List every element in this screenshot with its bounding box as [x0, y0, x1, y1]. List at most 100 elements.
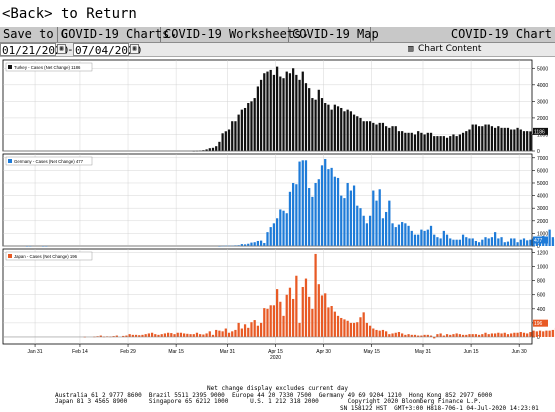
bar — [449, 136, 451, 151]
chart-content-icon[interactable]: ▥ — [408, 44, 413, 55]
bar — [504, 333, 506, 337]
bar — [366, 223, 368, 246]
bar — [305, 279, 307, 337]
bar — [183, 333, 185, 337]
bar — [507, 242, 509, 246]
y-tick-label: 5000 — [537, 181, 548, 187]
bar — [494, 128, 496, 151]
bar — [481, 240, 483, 246]
bar — [337, 178, 339, 246]
bar — [449, 335, 451, 337]
menu-bar: Save to G COVID-19 Charts▾ COVID-19 Work… — [0, 27, 555, 43]
y-tick-label: 5000 — [537, 66, 548, 72]
bar — [395, 333, 397, 337]
bar — [404, 223, 406, 246]
end-date-input[interactable]: 07/04/2020 — [73, 43, 129, 56]
bar — [263, 243, 265, 246]
bar — [270, 305, 272, 337]
bar — [186, 334, 188, 337]
bar — [385, 212, 387, 246]
bar — [279, 302, 281, 337]
x-tick-label: May 15 — [363, 349, 380, 355]
calendar-icon[interactable]: ▦ — [57, 44, 66, 54]
bar — [407, 133, 409, 151]
bar — [440, 238, 442, 246]
bar — [257, 86, 259, 151]
bar — [141, 335, 143, 337]
bar — [423, 335, 425, 337]
bar — [411, 335, 413, 337]
bar — [289, 288, 291, 337]
bar — [343, 198, 345, 246]
bar — [510, 238, 512, 246]
bar — [279, 209, 281, 246]
y-tick-label: 4000 — [537, 83, 548, 89]
last-value-label: 477 — [534, 238, 543, 244]
bar — [401, 222, 403, 246]
bar — [314, 100, 316, 151]
bar — [462, 133, 464, 151]
bar — [363, 216, 365, 246]
bar — [247, 328, 249, 337]
bar — [209, 331, 211, 337]
bar — [356, 206, 358, 246]
bar — [334, 312, 336, 337]
covid-worksheets-menu[interactable]: COVID-19 Worksheets▾ — [161, 27, 289, 42]
bar — [324, 293, 326, 337]
last-value-label: 1186 — [534, 129, 545, 135]
bar — [382, 218, 384, 246]
bar — [459, 134, 461, 151]
bar — [295, 75, 297, 151]
bar — [289, 73, 291, 151]
bar — [334, 105, 336, 151]
bar — [433, 136, 435, 151]
bar — [324, 159, 326, 246]
bar — [513, 238, 515, 246]
bar — [321, 165, 323, 246]
bar — [520, 240, 522, 246]
bar — [475, 125, 477, 151]
bar — [491, 126, 493, 151]
bar — [270, 70, 272, 151]
bar — [225, 131, 227, 151]
bar — [369, 216, 371, 246]
bar — [318, 284, 320, 337]
save-button[interactable]: Save to G — [0, 27, 58, 42]
start-date-input[interactable]: 01/21/2020 — [0, 43, 56, 56]
y-tick-label: 400 — [537, 307, 546, 313]
bar — [311, 98, 313, 151]
bar — [347, 110, 349, 151]
bar — [167, 333, 169, 337]
bar — [343, 111, 345, 151]
bar — [369, 121, 371, 151]
bar — [465, 335, 467, 337]
bar — [330, 168, 332, 246]
calendar-icon[interactable]: ▦ — [130, 44, 139, 54]
bar — [523, 131, 525, 151]
bar — [420, 133, 422, 151]
bar — [520, 129, 522, 151]
bar — [247, 244, 249, 246]
bar — [427, 335, 429, 337]
bar — [401, 333, 403, 337]
bar — [337, 316, 339, 337]
bar — [500, 237, 502, 246]
bar — [327, 307, 329, 337]
bar — [407, 226, 409, 246]
bar — [375, 330, 377, 337]
bar — [311, 197, 313, 246]
covid-charts-menu[interactable]: COVID-19 Charts▾ — [58, 27, 161, 42]
bar — [379, 189, 381, 246]
y-tick-label: 3000 — [537, 99, 548, 105]
bar — [276, 289, 278, 337]
bar — [266, 309, 268, 337]
bar — [302, 72, 304, 151]
bar — [491, 237, 493, 246]
bar — [295, 184, 297, 246]
chart-content-button[interactable]: Chart Content — [418, 43, 481, 56]
back-to-return-link[interactable]: <Back> to Return — [2, 6, 137, 22]
bar — [359, 118, 361, 151]
covid-worksheets-label: COVID-19 Worksheets — [164, 27, 301, 41]
covid-map-menu[interactable]: COVID-19 Map — [289, 27, 371, 42]
bar — [286, 295, 288, 337]
